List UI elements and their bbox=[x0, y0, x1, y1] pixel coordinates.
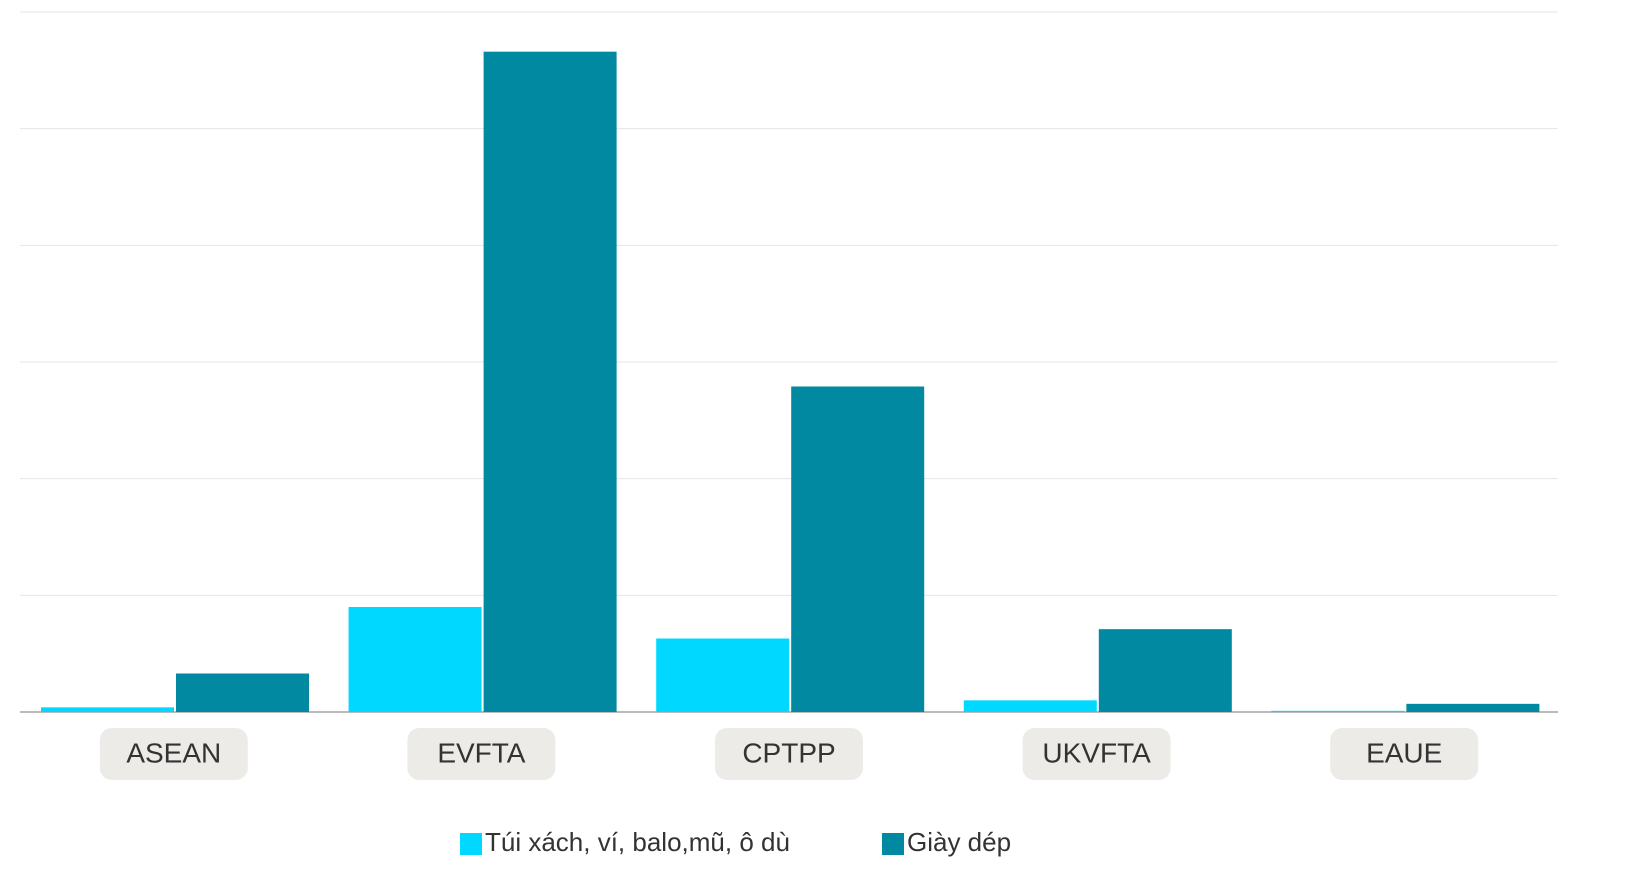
legend-swatch bbox=[882, 833, 904, 855]
legend-swatch bbox=[460, 833, 482, 855]
chart: ASEAN EVFTA CPTPP UKVFTA EAUE Túi xách, ví, b… bbox=[0, 0, 1627, 890]
bar bbox=[791, 387, 924, 713]
bar bbox=[484, 52, 617, 712]
bar bbox=[176, 674, 309, 713]
bar bbox=[1406, 704, 1539, 712]
bar bbox=[1099, 629, 1232, 712]
bar bbox=[1271, 711, 1404, 712]
x-tick-label: EAUE bbox=[1366, 737, 1442, 768]
x-tick-label: EVFTA bbox=[437, 737, 525, 768]
legend-label: Túi xách, ví, balo,mũ, ô dù bbox=[485, 827, 790, 857]
bar bbox=[349, 607, 482, 712]
x-tick-label: ASEAN bbox=[126, 737, 221, 768]
bar bbox=[41, 707, 174, 712]
legend-label: Giày dép bbox=[907, 827, 1011, 857]
bar bbox=[656, 639, 789, 713]
bar bbox=[964, 700, 1097, 712]
x-tick-label: UKVFTA bbox=[1042, 737, 1151, 768]
x-tick-label: CPTPP bbox=[742, 737, 835, 768]
